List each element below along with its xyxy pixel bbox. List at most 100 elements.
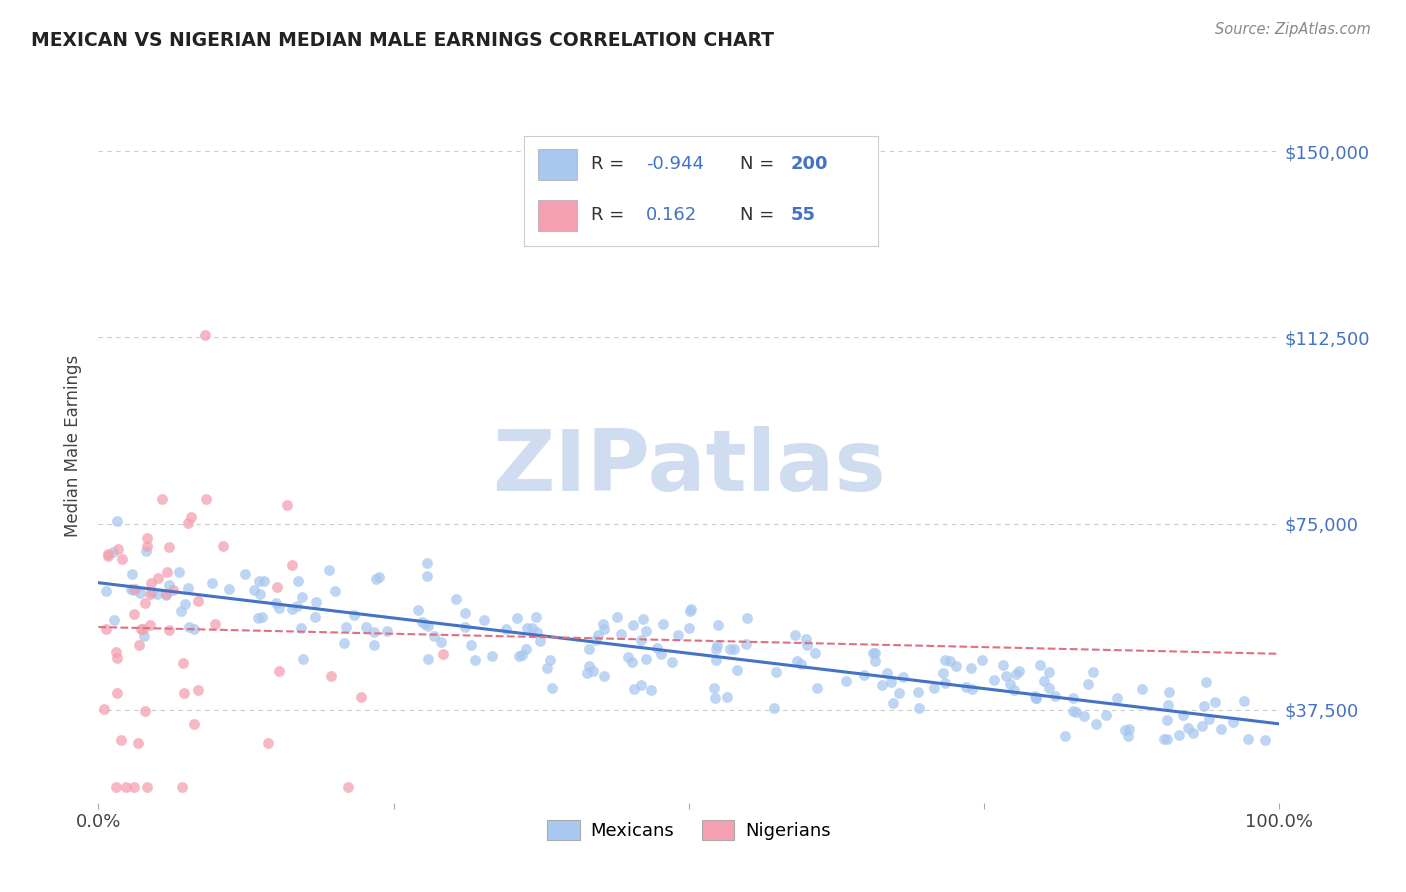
Point (129, 623, 152, 637)
Point (305, 594, 328, 608)
Point (276, 498, 298, 512)
Point (183, 717, 205, 731)
Point (862, 646, 884, 660)
Point (1038, 681, 1060, 695)
Point (162, 582, 184, 597)
Point (356, 620, 378, 634)
Point (880, 675, 903, 690)
Point (991, 658, 1014, 673)
Point (1130, 682, 1153, 697)
Point (319, 669, 342, 683)
Point (266, 580, 288, 594)
Point (651, 617, 673, 632)
Point (145, 587, 167, 601)
Point (464, 653, 486, 667)
Point (718, 641, 741, 656)
Point (536, 660, 558, 674)
Point (1159, 685, 1181, 699)
Point (790, 657, 813, 672)
Point (243, 583, 266, 598)
Point (704, 642, 727, 657)
Point (1211, 722, 1233, 736)
Point (218, 582, 240, 596)
Point (1192, 699, 1215, 714)
Point (132, 629, 155, 643)
Point (1024, 690, 1046, 704)
Point (177, 516, 200, 530)
Point (93, 701, 115, 715)
Point (335, 620, 357, 634)
Point (908, 700, 931, 714)
Legend: Mexicans, Nigerians: Mexicans, Nigerians (540, 813, 838, 847)
Point (704, 691, 727, 706)
Point (640, 682, 662, 697)
Point (585, 633, 607, 648)
Point (177, 582, 200, 596)
Point (211, 539, 233, 553)
Point (1029, 658, 1052, 673)
Point (506, 611, 529, 625)
Point (592, 617, 614, 632)
Point (122, 780, 145, 794)
Point (922, 681, 945, 695)
Point (609, 626, 631, 640)
Point (661, 655, 683, 669)
Point (1177, 722, 1199, 736)
Point (1008, 665, 1031, 679)
Point (620, 656, 643, 670)
Point (1156, 731, 1178, 746)
Point (115, 780, 138, 794)
Point (406, 603, 429, 617)
Point (285, 599, 308, 614)
Point (363, 638, 385, 652)
Point (796, 638, 818, 652)
Point (155, 589, 177, 603)
Point (630, 633, 652, 648)
Point (343, 608, 366, 623)
Point (1002, 683, 1025, 698)
Point (460, 638, 482, 652)
Point (122, 583, 145, 598)
Point (1156, 713, 1178, 727)
Point (304, 609, 326, 624)
Point (934, 676, 956, 690)
Point (707, 618, 730, 632)
Point (515, 641, 537, 656)
Point (876, 666, 898, 681)
Point (621, 617, 644, 632)
Point (413, 616, 436, 631)
Point (129, 586, 152, 600)
Point (146, 571, 169, 585)
Point (631, 612, 654, 626)
Point (538, 653, 561, 667)
Point (155, 587, 177, 601)
Point (1005, 667, 1028, 681)
Point (1073, 709, 1095, 723)
Point (586, 628, 609, 642)
Point (630, 677, 652, 691)
Point (783, 628, 806, 642)
Point (762, 701, 785, 715)
Point (1153, 731, 1175, 746)
Point (882, 696, 904, 710)
Point (366, 572, 388, 586)
Point (1233, 694, 1256, 708)
Point (995, 669, 1018, 683)
Point (174, 597, 197, 611)
Point (280, 602, 302, 616)
Point (704, 652, 727, 666)
Point (863, 646, 886, 660)
Point (172, 780, 194, 794)
Point (524, 610, 547, 624)
Point (157, 577, 180, 591)
Point (932, 665, 955, 680)
Point (576, 665, 599, 680)
Point (1085, 716, 1108, 731)
Point (422, 629, 444, 643)
Point (172, 656, 194, 670)
Point (666, 628, 689, 642)
Point (107, 541, 129, 556)
Point (170, 604, 193, 618)
Point (111, 552, 134, 566)
Point (765, 665, 787, 680)
